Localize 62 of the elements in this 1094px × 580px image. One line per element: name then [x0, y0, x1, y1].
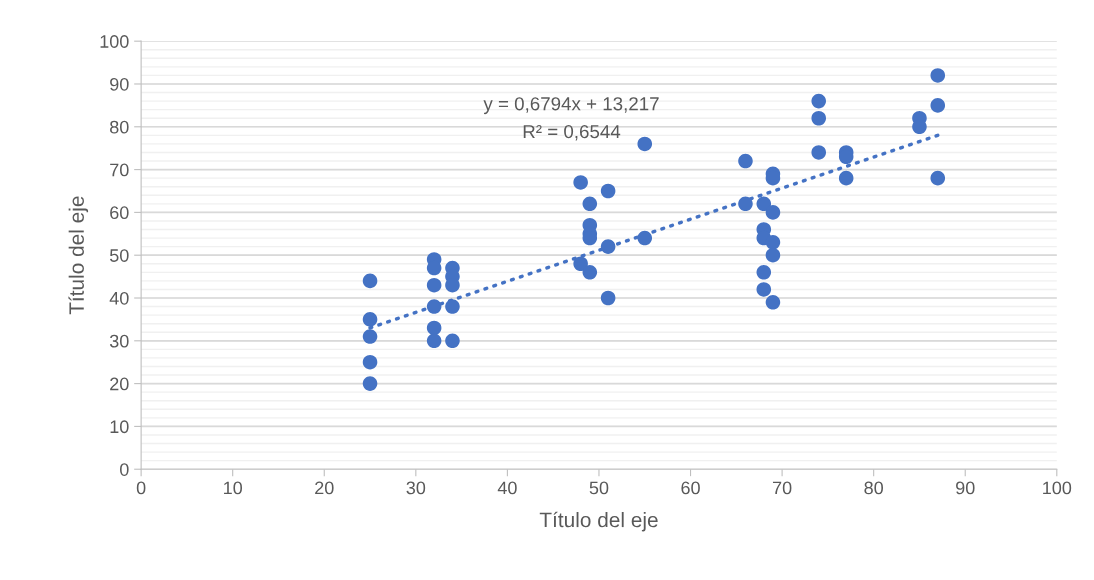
- point: [738, 153, 753, 169]
- point: [362, 376, 378, 391]
- y-tick-label: 40: [109, 291, 129, 305]
- x-axis-title: Título del eje: [539, 511, 658, 532]
- y-tick-label: 90: [110, 77, 129, 91]
- point: [637, 136, 653, 152]
- y-tick-label: 0: [119, 463, 129, 476]
- point: [600, 290, 616, 306]
- y-axis-title: Título del eje: [68, 196, 89, 315]
- point: [811, 110, 827, 126]
- point: [811, 93, 827, 109]
- point: [426, 320, 442, 336]
- point: [756, 265, 772, 280]
- annotation: y = 0,6794x + 13,217: [483, 97, 659, 115]
- y-tick-label: 20: [110, 377, 129, 391]
- point: [582, 265, 598, 280]
- point: [445, 299, 460, 314]
- point: [838, 170, 854, 186]
- point: [930, 170, 946, 186]
- point: [930, 68, 946, 83]
- x-tick-label: 40: [497, 481, 517, 495]
- point: [445, 333, 460, 349]
- point: [362, 312, 378, 327]
- y-tick-label: 100: [100, 35, 129, 48]
- point: [573, 256, 588, 272]
- point: [426, 299, 442, 314]
- y-tick-label: 50: [109, 249, 129, 262]
- point: [637, 230, 653, 246]
- y-tick-label: 60: [110, 206, 129, 220]
- point: [738, 196, 753, 212]
- point: [362, 354, 378, 370]
- x-tick-label: 100: [1043, 481, 1072, 495]
- x-tick-label: 50: [589, 481, 609, 495]
- y-tick-label: 30: [109, 334, 129, 348]
- x-tick-label: 20: [315, 481, 334, 495]
- annotation: R² = 0,6544: [523, 124, 621, 141]
- point: [582, 196, 598, 212]
- point: [756, 196, 772, 212]
- point: [765, 235, 781, 250]
- point: [930, 98, 946, 113]
- point: [600, 239, 616, 254]
- y-tick-label: 80: [110, 120, 129, 134]
- y-tick-label: 10: [110, 420, 129, 434]
- y-tick-label: 70: [110, 163, 129, 177]
- x-tick-label: 70: [772, 481, 792, 495]
- point: [765, 247, 781, 263]
- point: [765, 295, 781, 310]
- point: [600, 183, 616, 199]
- point: [426, 333, 442, 349]
- x-tick-label: 30: [406, 481, 426, 495]
- x-tick-label: 0: [136, 481, 146, 495]
- point: [811, 145, 827, 160]
- point: [362, 329, 378, 344]
- x-tick-label: 60: [681, 481, 700, 495]
- point: [573, 175, 588, 190]
- point: [362, 273, 378, 289]
- x-tick-label: 90: [956, 481, 975, 495]
- point: [756, 282, 772, 297]
- x-tick-label: 10: [224, 481, 243, 495]
- x-tick-label: 80: [864, 481, 883, 495]
- point: [765, 205, 781, 220]
- point: [426, 277, 442, 293]
